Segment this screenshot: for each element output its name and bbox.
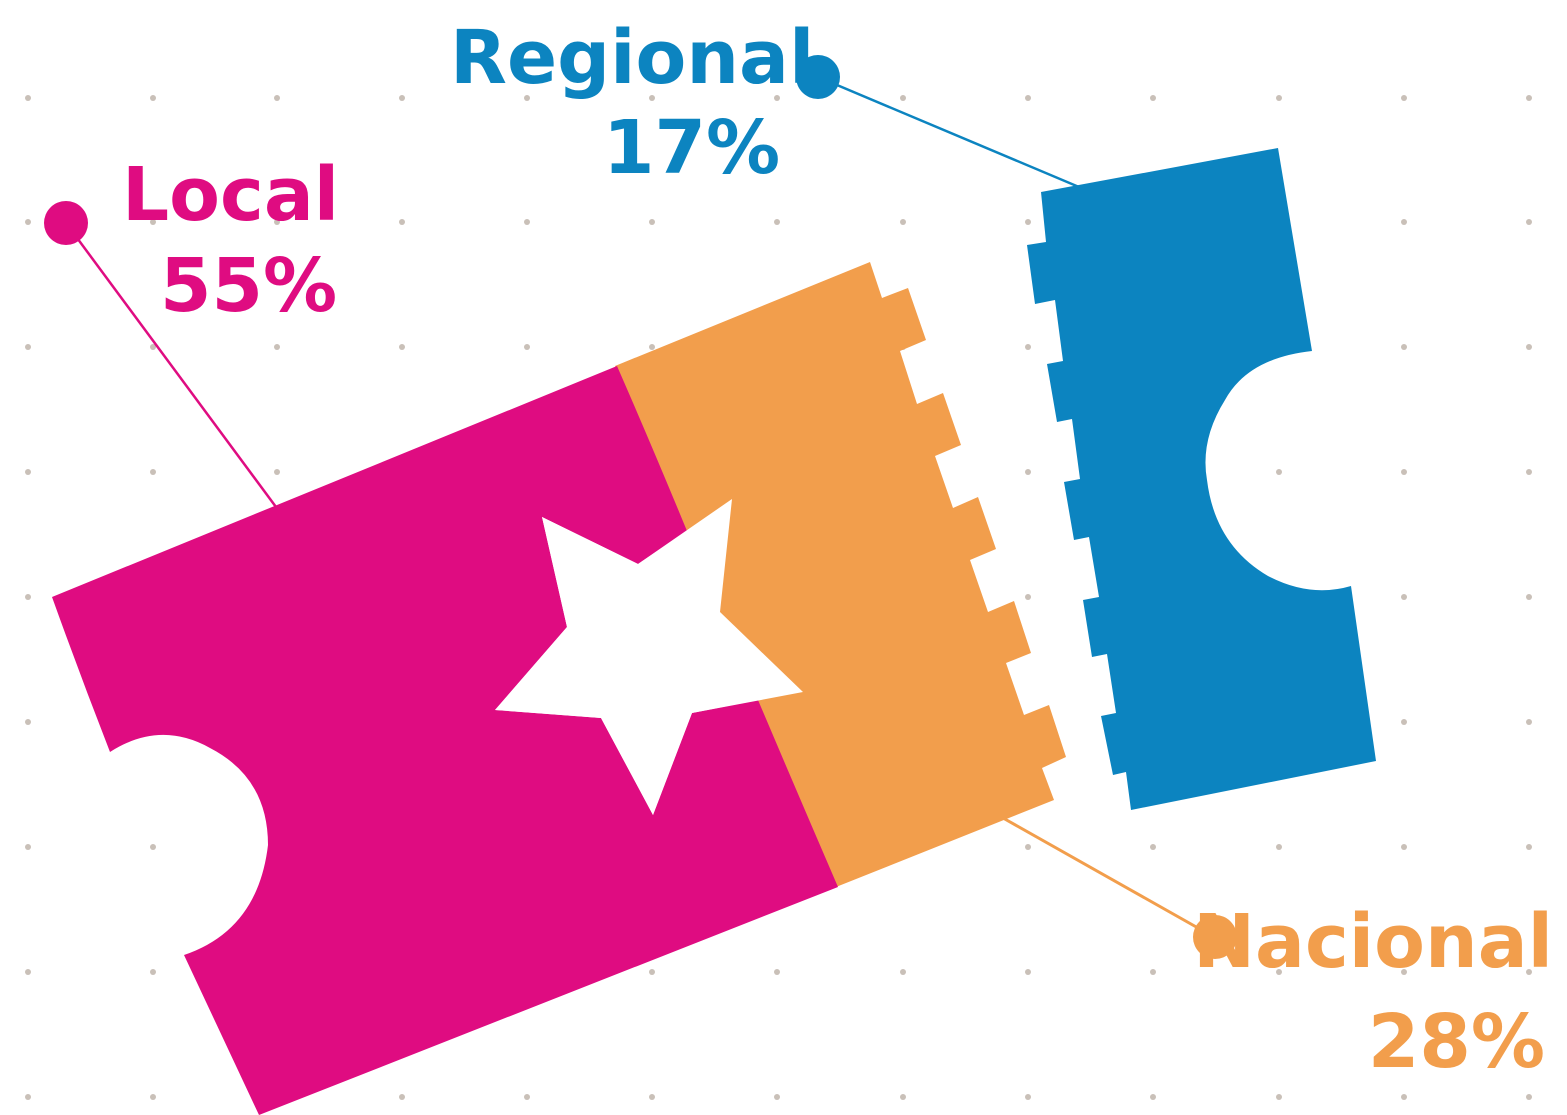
- grid-dot: [1025, 1094, 1031, 1100]
- grid-dot: [1150, 844, 1156, 850]
- grid-dot: [1276, 469, 1282, 475]
- grid-dot: [1025, 344, 1031, 350]
- grid-dot: [150, 844, 156, 850]
- grid-dot: [1401, 719, 1407, 725]
- grid-dot: [1401, 1094, 1407, 1100]
- grid-dot: [649, 344, 655, 350]
- grid-dot: [1276, 969, 1282, 975]
- grid-dot: [1150, 969, 1156, 975]
- grid-dot: [25, 95, 31, 101]
- grid-dot: [524, 219, 530, 225]
- label-local-value: 55%: [160, 243, 337, 329]
- grid-dot: [1526, 219, 1532, 225]
- grid-dot: [1276, 95, 1282, 101]
- grid-dot: [399, 1094, 405, 1100]
- grid-dot: [1526, 95, 1532, 101]
- grid-dot: [399, 219, 405, 225]
- label-regional-name: Regional: [450, 15, 814, 101]
- grid-dot: [1401, 844, 1407, 850]
- grid-dot: [524, 95, 530, 101]
- grid-dot: [1401, 219, 1407, 225]
- grid-dot: [25, 344, 31, 350]
- grid-dot: [1025, 594, 1031, 600]
- grid-dot: [150, 344, 156, 350]
- grid-dot: [1526, 719, 1532, 725]
- grid-dot: [150, 219, 156, 225]
- grid-dot: [774, 219, 780, 225]
- grid-dot: [150, 95, 156, 101]
- grid-dot: [1276, 844, 1282, 850]
- grid-dot: [274, 344, 280, 350]
- ticket-segment-local: [52, 366, 838, 1115]
- grid-dot: [1401, 969, 1407, 975]
- label-regional-value: 17%: [603, 105, 780, 191]
- leader-line-regional: [817, 75, 1080, 189]
- ticket-segment-regional: [1027, 148, 1376, 810]
- label-nacional-name: Nacional: [1193, 899, 1553, 985]
- grid-dot: [649, 219, 655, 225]
- grid-dot: [150, 969, 156, 975]
- grid-dot: [1401, 344, 1407, 350]
- leader-line-nacional: [1002, 816, 1215, 939]
- grid-dot: [1401, 594, 1407, 600]
- grid-dot: [900, 95, 906, 101]
- grid-dot: [649, 1094, 655, 1100]
- label-nacional-value: 28%: [1368, 999, 1545, 1085]
- grid-dot: [649, 95, 655, 101]
- marker-dot-local: [44, 201, 88, 245]
- grid-dot: [25, 219, 31, 225]
- grid-dot: [524, 344, 530, 350]
- grid-dot: [1025, 219, 1031, 225]
- grid-dot: [1025, 969, 1031, 975]
- grid-dot: [274, 219, 280, 225]
- marker-dot-regional: [796, 55, 840, 99]
- grid-dot: [1276, 1094, 1282, 1100]
- grid-dot: [1025, 469, 1031, 475]
- grid-dot: [25, 594, 31, 600]
- grid-dot: [1401, 469, 1407, 475]
- grid-dot: [25, 969, 31, 975]
- grid-dot: [25, 469, 31, 475]
- grid-dot: [1401, 95, 1407, 101]
- grid-dot: [1526, 1094, 1532, 1100]
- star-icon: [495, 499, 803, 815]
- grid-dot: [25, 719, 31, 725]
- grid-dot: [774, 1094, 780, 1100]
- grid-dot: [774, 969, 780, 975]
- grid-dot: [900, 219, 906, 225]
- grid-dot: [274, 95, 280, 101]
- grid-dot: [649, 969, 655, 975]
- grid-dot: [25, 844, 31, 850]
- label-local-name: Local: [122, 152, 339, 238]
- grid-dot: [1526, 844, 1532, 850]
- grid-dot: [1526, 969, 1532, 975]
- grid-dot: [399, 344, 405, 350]
- grid-dot: [274, 469, 280, 475]
- grid-dot: [25, 1094, 31, 1100]
- grid-dot: [1150, 1094, 1156, 1100]
- grid-dot: [900, 969, 906, 975]
- grid-dot: [399, 95, 405, 101]
- grid-dot: [774, 95, 780, 101]
- grid-dot: [1025, 95, 1031, 101]
- grid-dot: [1526, 344, 1532, 350]
- grid-dot: [900, 1094, 906, 1100]
- grid-dot: [1150, 95, 1156, 101]
- marker-dot-nacional: [1193, 915, 1237, 959]
- grid-dot: [150, 1094, 156, 1100]
- leader-line-local: [64, 222, 278, 508]
- grid-dot: [524, 1094, 530, 1100]
- ticket-segment-nacional: [615, 262, 1066, 887]
- grid-dot: [150, 469, 156, 475]
- grid-dot: [1526, 469, 1532, 475]
- grid-dot: [1526, 594, 1532, 600]
- grid-dot: [1025, 844, 1031, 850]
